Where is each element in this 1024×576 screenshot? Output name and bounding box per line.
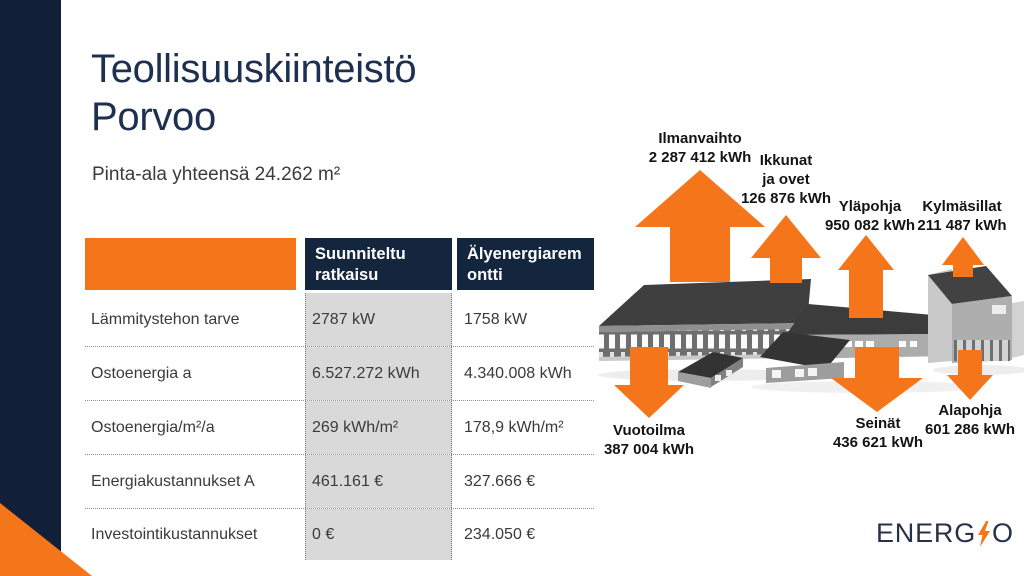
comparison-table: Suunniteltu ratkaisu Älyenergiaremontti … [85, 238, 594, 560]
page-title-line1: Teollisuuskiinteistö [91, 47, 417, 91]
logo-text-right: O [992, 518, 1014, 548]
table-row: Ostoenergia/m²/a 269 kWh/m² 178,9 kWh/m² [85, 401, 594, 455]
loss-label-seinat: Seinät 436 621 kWh [808, 414, 948, 452]
row-planned-value: 461.161 € [305, 455, 452, 508]
loss-label-ilmanvaihto: Ilmanvaihto 2 287 412 kWh [610, 129, 790, 167]
loss-value: 126 876 kWh [740, 190, 832, 207]
loss-value: 387 004 kWh [603, 441, 695, 458]
building-illustration [598, 170, 1024, 418]
row-smart-value: 234.050 € [464, 525, 536, 543]
energy-loss-diagram: Ilmanvaihto 2 287 412 kWh Ikkunat ja ove… [596, 125, 1024, 470]
loss-label-vuotoilma: Vuotoilma 387 004 kWh [579, 421, 719, 459]
table-row: Energiakustannukset A 461.161 € 327.666 … [85, 455, 594, 509]
vuotoilma-down-arrow [614, 347, 684, 418]
loss-name: Seinät [855, 415, 901, 432]
loss-value: 950 082 kWh [824, 217, 916, 234]
loss-name: Kylmäsillat [922, 198, 1002, 215]
loss-value: 601 286 kWh [924, 421, 1016, 438]
row-smart-value: 327.666 € [464, 472, 536, 490]
ilmanvaihto-up-arrow [635, 170, 765, 282]
logo-text-left: ENERG [876, 518, 977, 548]
loss-name: Yläpohja [838, 198, 902, 215]
row-smart-value: 4.340.008 kWh [464, 364, 572, 382]
front-annex-building [678, 352, 743, 388]
table-row: Ostoenergia a 6.527.272 kWh 4.340.008 kW… [85, 347, 594, 401]
table-row: Lämmitystehon tarve 2787 kW 1758 kW [85, 293, 594, 347]
loss-name: Vuotoilma [613, 422, 685, 439]
loss-value: 436 621 kWh [832, 434, 924, 451]
row-smart-value: 178,9 kWh/m² [464, 418, 564, 436]
row-label: Lämmitystehon tarve [91, 310, 240, 328]
row-label: Ostoenergia/m²/a [91, 418, 215, 436]
loss-label-ylapohja: Yläpohja 950 082 kWh [800, 197, 940, 235]
energio-logo: ENERG O [876, 518, 1014, 549]
table-header-planned: Suunniteltu ratkaisu [305, 238, 452, 290]
loss-label-alapohja: Alapohja 601 286 kWh [900, 401, 1024, 439]
ylapohja-up-arrow [838, 235, 894, 318]
middle-building [760, 304, 951, 383]
row-planned-value: 2787 kW [305, 293, 452, 346]
row-planned-value: 6.527.272 kWh [305, 347, 452, 400]
loss-label-kylmasillat: Kylmäsillat 211 487 kWh [897, 197, 1024, 235]
ikkunat-ja-ovet-up-arrow [751, 215, 821, 283]
loss-label-ikkunat-name: Ikkunat ja ovet [754, 151, 818, 189]
table-header-smart: Älyenergiaremontti [457, 238, 594, 290]
loss-value: 211 487 kWh [917, 217, 1007, 234]
loss-name: Alapohja [938, 402, 1002, 419]
kylmasillat-up-arrow [942, 237, 984, 277]
table-header-row: Suunniteltu ratkaisu Älyenergiaremontti [85, 238, 594, 290]
row-planned-value: 0 € [305, 509, 452, 560]
page-title-line2: Porvoo [91, 95, 216, 139]
lightning-bolt-icon [978, 520, 991, 547]
row-label: Energiakustannukset A [91, 472, 255, 490]
alapohja-down-arrow [947, 350, 993, 400]
loss-value: 2 287 412 kWh [648, 149, 752, 166]
table-header-empty [85, 238, 296, 290]
seinat-down-arrow [831, 347, 923, 412]
left-edge-bar [0, 0, 61, 576]
row-smart-value: 1758 kW [464, 310, 528, 328]
right-building [928, 266, 1024, 363]
loss-name: Ilmanvaihto [658, 130, 742, 147]
row-label: Investointikustannukset [91, 525, 258, 543]
subtitle-total-area: Pinta-ala yhteensä 24.262 m² [92, 164, 341, 185]
page-title: Teollisuuskiinteistö Porvoo [91, 45, 417, 141]
row-planned-value: 269 kWh/m² [305, 401, 452, 454]
table-body: Lämmitystehon tarve 2787 kW 1758 kW Osto… [85, 293, 594, 560]
row-label: Ostoenergia a [91, 364, 192, 382]
loss-label-ikkunat-value: 126 876 kWh [726, 189, 846, 208]
loss-name: Ikkunat ja ovet [759, 152, 813, 188]
table-row: Investointikustannukset 0 € 234.050 € [85, 509, 594, 560]
